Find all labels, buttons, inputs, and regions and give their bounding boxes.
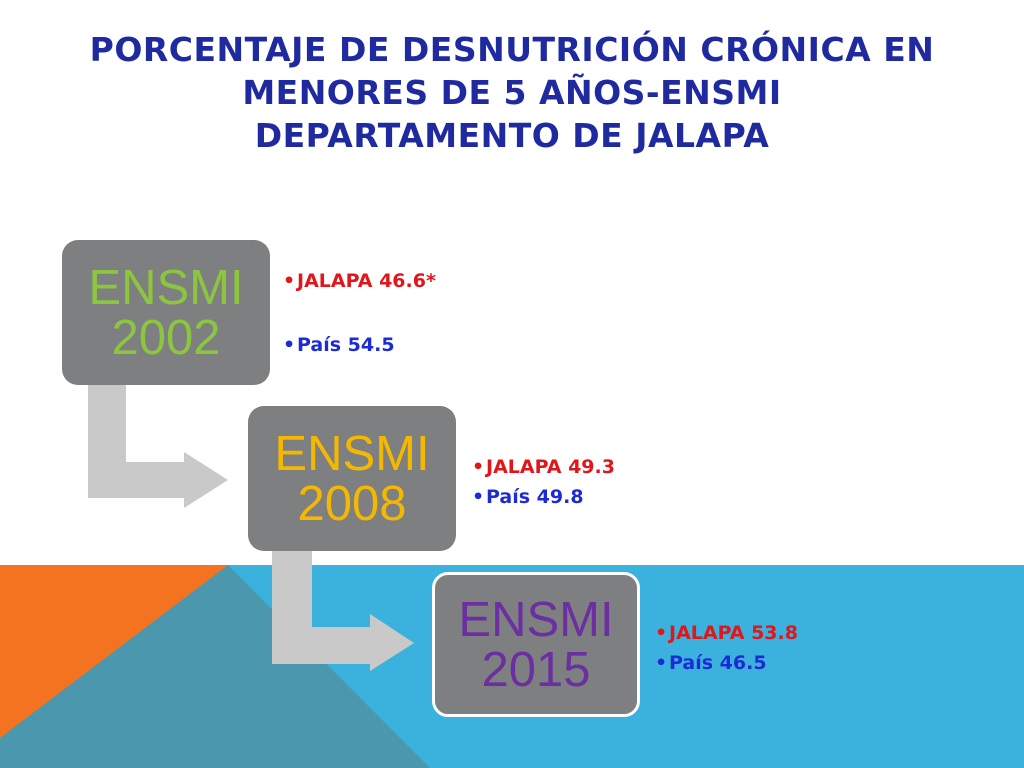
ensmi-2015-bullets: JALAPA 53.8 País 46.5 (655, 618, 798, 678)
ensmi-2008-pais: País 49.8 (472, 482, 615, 512)
bent-arrow-1 (88, 378, 228, 508)
title-line-2: MENORES DE 5 AÑOS-ENSMI (242, 73, 782, 112)
ensmi-2002-pais: País 54.5 (283, 332, 436, 358)
title-line-3: DEPARTAMENTO DE JALAPA (254, 116, 770, 155)
ensmi-2002-bullets: JALAPA 46.6* País 54.5 (283, 268, 436, 358)
ensmi-2008-label: ENSMI (274, 426, 430, 481)
bg-orange-triangle (0, 565, 228, 738)
ensmi-2008-bullets: JALAPA 49.3 País 49.8 (472, 452, 615, 512)
ensmi-2008-box: ENSMI 2008 (248, 406, 456, 551)
ensmi-2015-label: ENSMI (458, 592, 614, 647)
bg-steel-triangle (0, 565, 430, 768)
ensmi-2015-pais: País 46.5 (655, 648, 798, 678)
ensmi-2015-year: 2015 (481, 642, 591, 697)
ensmi-2002-jalapa: JALAPA 46.6* (283, 268, 436, 294)
ensmi-2002-label: ENSMI (88, 260, 244, 315)
ensmi-2015-jalapa: JALAPA 53.8 (655, 618, 798, 648)
ensmi-2002-year: 2002 (111, 310, 221, 365)
page-title: PORCENTAJE DE DESNUTRICIÓN CRÓNICA EN ME… (0, 28, 1024, 157)
ensmi-2015-box: ENSMI 2015 (432, 572, 640, 717)
ensmi-2008-jalapa: JALAPA 49.3 (472, 452, 615, 482)
title-line-1: PORCENTAJE DE DESNUTRICIÓN CRÓNICA EN (89, 30, 935, 69)
bent-arrow-2 (272, 548, 414, 671)
ensmi-2008-year: 2008 (297, 476, 407, 531)
ensmi-2002-box: ENSMI 2002 (62, 240, 270, 385)
